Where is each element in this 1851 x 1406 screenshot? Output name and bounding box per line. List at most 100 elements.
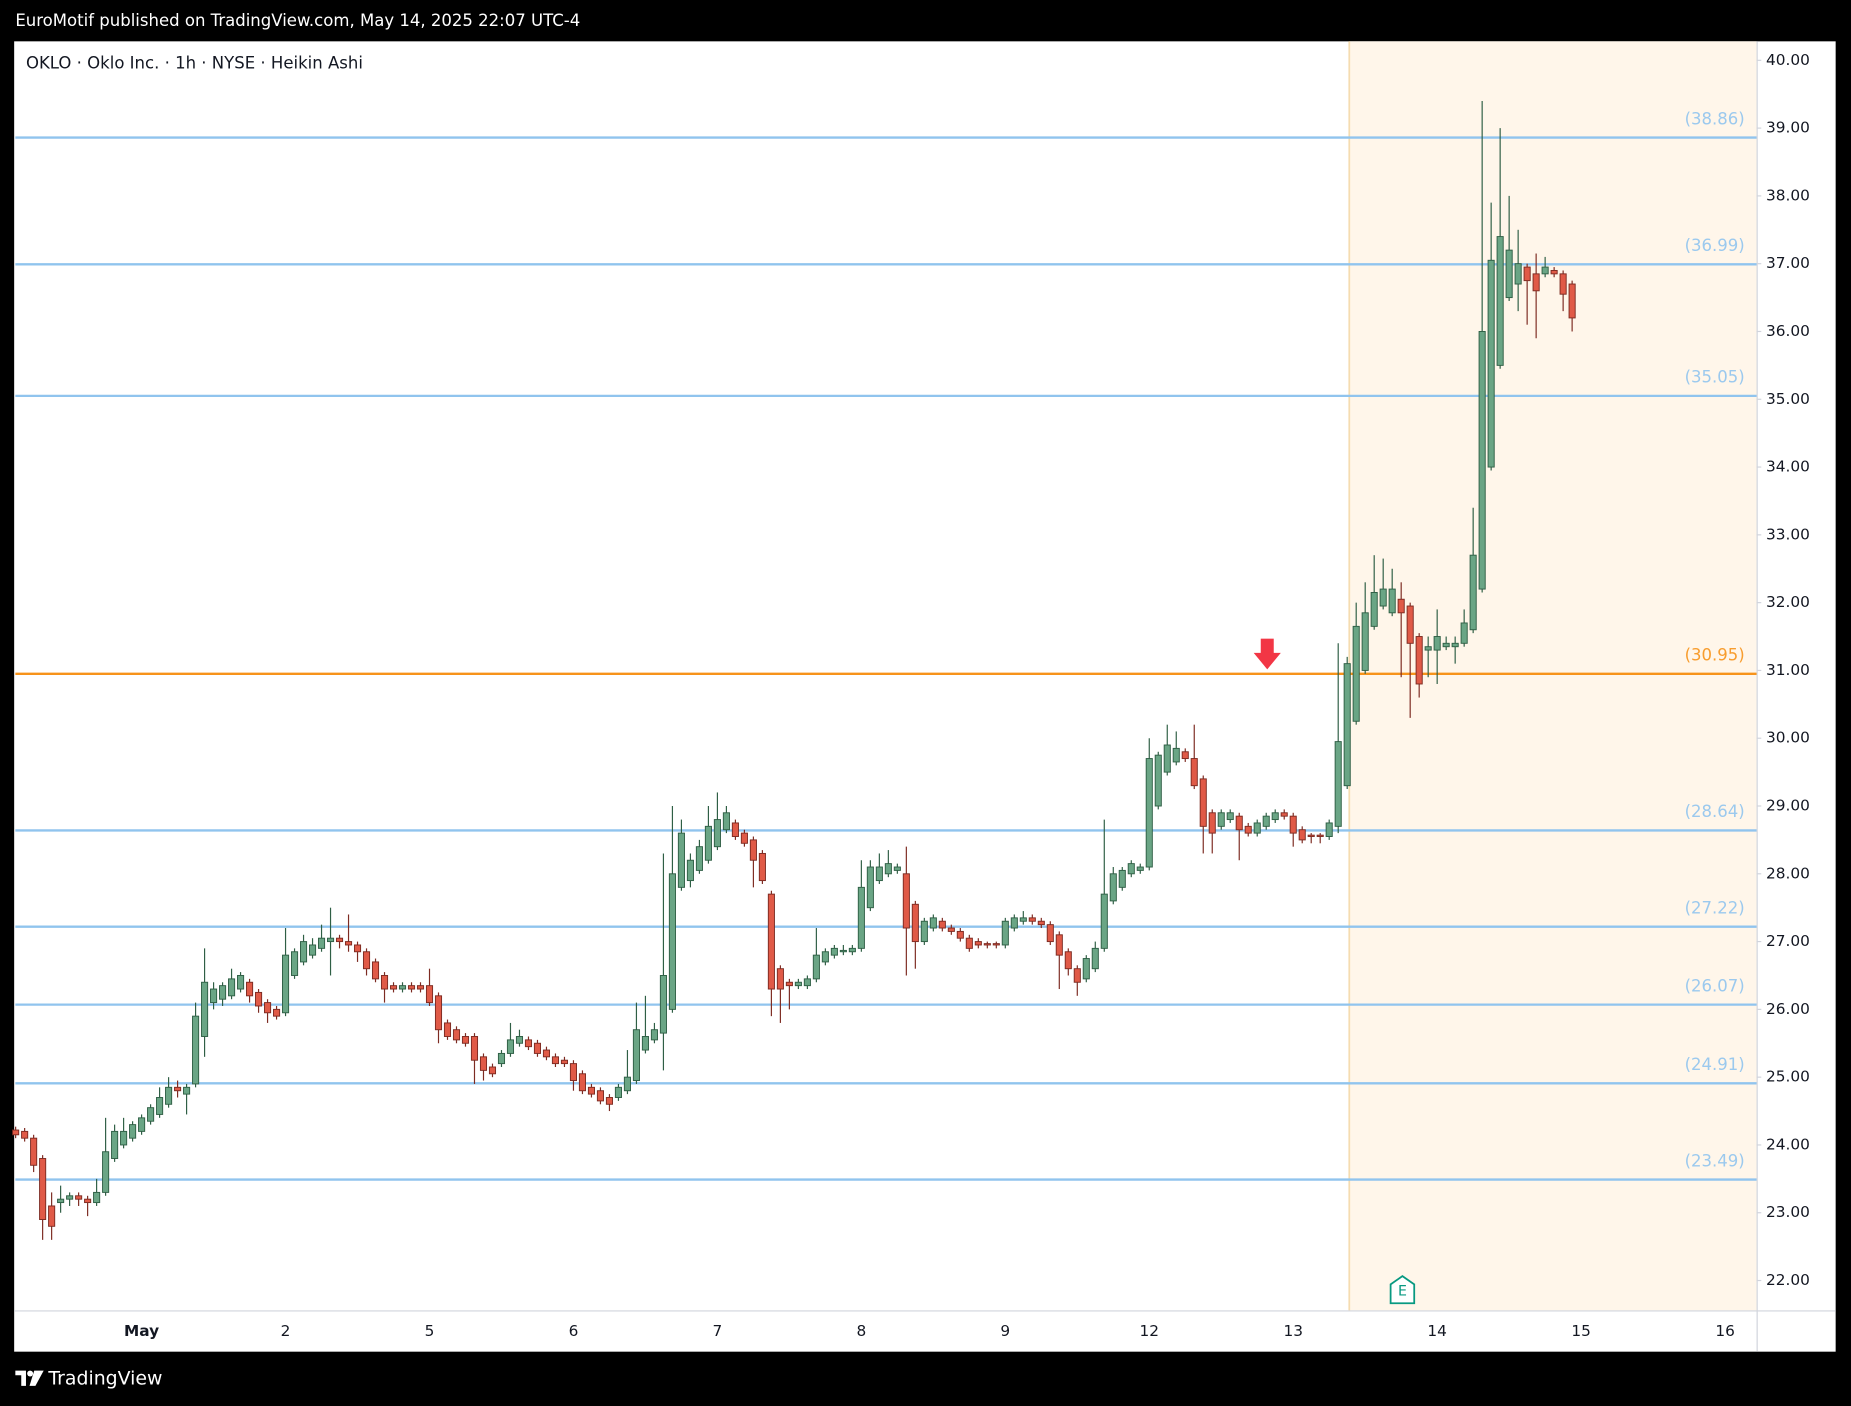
arrow-shaft [1260, 638, 1274, 655]
y-tick-label: 31.00 [1766, 661, 1810, 679]
candle-body [228, 978, 236, 997]
candle-body [812, 954, 820, 980]
candle-body [641, 1036, 649, 1051]
candle-body [839, 949, 847, 953]
candle-body [1019, 917, 1027, 922]
candle-body [650, 1029, 658, 1041]
candle-body [201, 981, 209, 1037]
candle-body [1514, 263, 1522, 285]
candle-body [587, 1086, 595, 1095]
candle-body [219, 985, 227, 1000]
candle-body [300, 941, 308, 963]
candle-body [1559, 273, 1567, 295]
candle-body [1253, 822, 1261, 834]
candle-body [704, 825, 712, 861]
y-tick-label: 24.00 [1766, 1135, 1810, 1153]
candle-body [273, 1008, 281, 1017]
x-tick-label: 13 [1283, 1322, 1303, 1340]
candle-body [138, 1117, 146, 1132]
candle-body [974, 941, 982, 946]
x-tick-label: 2 [281, 1322, 291, 1340]
arrow-head [1253, 652, 1281, 670]
candle-body [1460, 622, 1468, 644]
candle-body [192, 1015, 200, 1085]
x-tick-label: May [124, 1322, 159, 1340]
candle-body [66, 1195, 74, 1200]
y-tick-label: 33.00 [1766, 525, 1810, 543]
candle-body [1325, 822, 1333, 837]
candle-body [479, 1056, 488, 1071]
candle-body [1217, 812, 1225, 827]
candle-body [1001, 920, 1009, 946]
x-tick-label: 5 [425, 1322, 435, 1340]
level-label: (38.86) [1685, 109, 1745, 128]
y-tick-label: 34.00 [1766, 458, 1810, 476]
level-label: (26.07) [1685, 976, 1745, 995]
chart-title: OKLO · Oklo Inc. · 1h · NYSE · Heikin As… [26, 53, 363, 72]
candle-body [1199, 778, 1207, 827]
candle-body [956, 930, 964, 939]
candle-body [1298, 829, 1306, 841]
y-tick-label: 28.00 [1766, 864, 1810, 882]
y-tick-label: 38.00 [1766, 186, 1810, 204]
candle-body [1073, 968, 1081, 983]
candle-body [1442, 642, 1450, 648]
candle-body [291, 951, 299, 976]
candle-body [1550, 269, 1558, 275]
candle-body [93, 1191, 101, 1204]
x-tick-label: 12 [1140, 1322, 1160, 1340]
candle-body [452, 1029, 461, 1041]
candle-body [821, 951, 829, 963]
candle-body [317, 937, 326, 949]
candle-body [380, 975, 389, 990]
x-tick-label: 6 [569, 1322, 579, 1340]
level-label: (23.49) [1685, 1151, 1745, 1170]
candle-body [515, 1036, 524, 1044]
candle-body [1523, 266, 1531, 282]
candle-body [659, 975, 667, 1034]
candle-body [1190, 758, 1198, 787]
candle-body [1244, 825, 1252, 834]
candle-body [1145, 758, 1153, 868]
candle-body [1487, 259, 1495, 468]
candle-body [1100, 893, 1108, 949]
candle-body [1415, 636, 1423, 685]
candle-body [183, 1086, 191, 1095]
x-tick-label: 7 [713, 1322, 723, 1340]
y-tick-label: 26.00 [1766, 1000, 1810, 1018]
candle-body [111, 1130, 119, 1159]
x-tick-label: 16 [1715, 1322, 1735, 1340]
earnings-badge: E [1389, 1275, 1416, 1305]
logo-part [27, 1370, 34, 1377]
candle-body [21, 1130, 29, 1139]
candle-body [1352, 625, 1360, 722]
candle-body [362, 951, 371, 970]
candle-body [1235, 815, 1243, 831]
candle-body [282, 954, 290, 1014]
y-tick-label: 30.00 [1766, 729, 1810, 747]
candle-body [686, 859, 694, 882]
y-tick-label: 37.00 [1766, 254, 1810, 272]
candle-body [1316, 834, 1324, 837]
candle-body [1010, 917, 1018, 929]
y-tick-label: 36.00 [1766, 322, 1810, 340]
candle-body [1208, 812, 1216, 834]
y-tick-label: 40.00 [1766, 51, 1810, 69]
candle-body [596, 1090, 604, 1102]
candle-body [1496, 236, 1504, 366]
y-tick-label: 39.00 [1766, 119, 1810, 137]
candle-body [389, 985, 398, 990]
candle-body [1262, 815, 1270, 827]
candle-body [147, 1107, 155, 1122]
y-tick-label: 23.00 [1766, 1203, 1810, 1221]
candle-body [1397, 598, 1405, 614]
candle-body [398, 985, 407, 990]
candle-body [1505, 249, 1513, 299]
candle-body [1343, 663, 1351, 787]
candle-body [416, 985, 425, 990]
candle-body [1379, 588, 1387, 607]
candle-body [758, 852, 766, 882]
candle-body [1406, 605, 1414, 644]
candle-body [578, 1073, 586, 1092]
